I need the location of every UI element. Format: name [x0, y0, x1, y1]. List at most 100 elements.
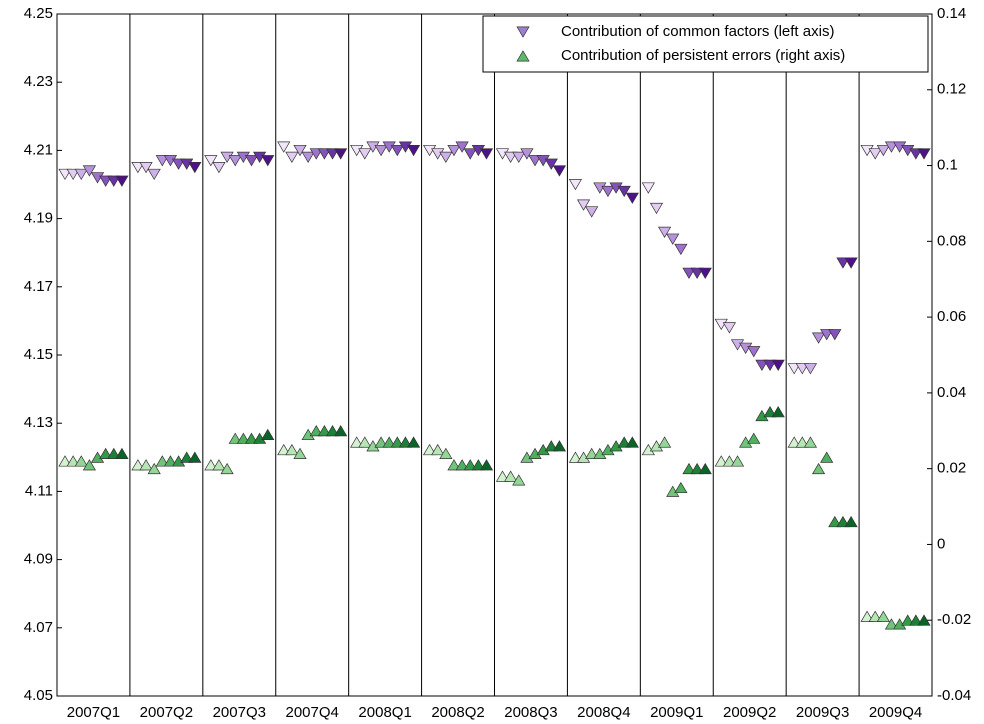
y-tick-label: 4.25 [24, 5, 53, 22]
marker [917, 614, 931, 626]
marker [828, 515, 842, 528]
marker [917, 148, 931, 160]
x-tick-label: 2008Q4 [577, 704, 630, 721]
marker [325, 424, 340, 437]
marker [820, 451, 834, 463]
marker [690, 267, 704, 279]
marker [747, 346, 761, 358]
marker [317, 424, 332, 437]
marker [374, 436, 388, 448]
y2-tick-label: 0.02 [937, 460, 966, 477]
marker [107, 175, 121, 187]
marker [463, 148, 477, 160]
marker [439, 447, 453, 459]
marker [544, 158, 558, 170]
marker [390, 436, 404, 448]
marker [155, 155, 169, 167]
marker [901, 614, 915, 626]
marker [58, 455, 72, 467]
marker [755, 359, 769, 372]
y2-tick-label: -0.04 [937, 687, 971, 704]
y-tick-label: 4.11 [25, 482, 53, 499]
marker [277, 443, 291, 456]
marker [390, 144, 404, 157]
marker [730, 455, 745, 467]
marker [698, 462, 712, 475]
marker [180, 451, 194, 463]
marker [520, 148, 534, 160]
marker [803, 436, 818, 448]
marker [795, 436, 809, 448]
marker [820, 329, 834, 341]
marker [479, 459, 494, 471]
marker [552, 165, 567, 177]
marker [204, 155, 218, 167]
marker [722, 455, 736, 467]
marker [657, 226, 672, 239]
marker [147, 168, 161, 181]
marker [131, 459, 145, 471]
marker [325, 148, 340, 160]
marker [309, 148, 323, 160]
marker [447, 459, 461, 471]
marker [285, 151, 299, 164]
marker [431, 443, 445, 456]
marker [374, 144, 388, 157]
marker [285, 443, 299, 456]
marker [552, 440, 567, 452]
marker [504, 470, 518, 482]
marker [99, 175, 113, 187]
marker [228, 155, 242, 167]
marker [674, 481, 688, 494]
marker [439, 151, 453, 164]
marker [666, 233, 680, 245]
marker [293, 447, 307, 459]
marker [884, 141, 899, 153]
marker [58, 168, 72, 181]
marker [876, 610, 890, 622]
x-tick-label: 2009Q1 [650, 704, 703, 721]
y2-tick-label: 0.1 [937, 157, 958, 174]
marker [909, 148, 923, 160]
marker [293, 144, 307, 157]
marker [212, 162, 226, 174]
marker [139, 162, 153, 174]
marker [512, 151, 526, 164]
y-tick-label: 4.23 [24, 73, 53, 90]
x-tick-label: 2008Q1 [358, 704, 411, 721]
marker [163, 455, 178, 467]
marker [115, 447, 129, 459]
marker [131, 162, 145, 174]
y-tick-label: 4.19 [24, 210, 53, 227]
marker [115, 175, 129, 187]
marker [406, 144, 421, 157]
marker [601, 185, 615, 198]
marker [625, 436, 639, 448]
marker [690, 462, 704, 475]
marker [763, 406, 777, 418]
marker [228, 432, 242, 444]
marker [576, 199, 591, 211]
y2-tick-label: -0.02 [937, 611, 971, 628]
marker [107, 447, 121, 459]
marker [868, 148, 882, 160]
legend-label: Contribution of persistent errors (right… [561, 47, 845, 64]
marker [828, 329, 842, 341]
marker [860, 610, 874, 622]
marker [787, 436, 801, 448]
marker [844, 515, 858, 528]
marker [617, 185, 631, 198]
marker [244, 155, 259, 167]
marker [811, 462, 826, 475]
marker [204, 459, 218, 471]
marker [747, 432, 761, 444]
marker [811, 332, 826, 344]
marker [277, 141, 291, 153]
y-tick-label: 4.09 [24, 551, 53, 568]
legend-box [482, 15, 929, 73]
marker [66, 455, 80, 467]
marker [220, 462, 234, 475]
marker [674, 243, 688, 256]
marker [617, 436, 631, 448]
